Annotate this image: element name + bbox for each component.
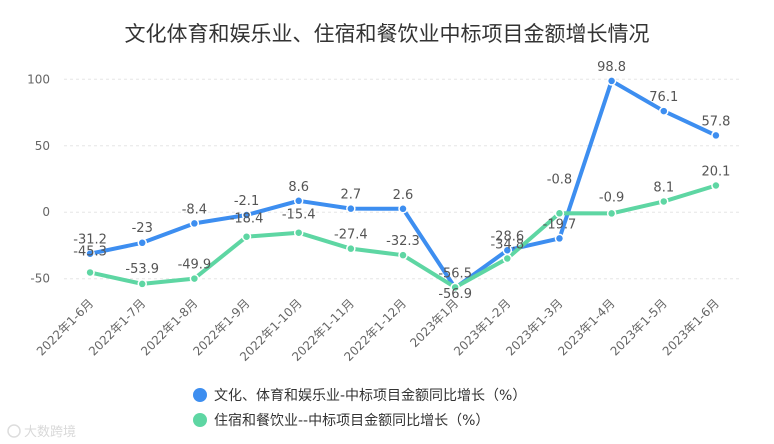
- data-point: [554, 233, 565, 244]
- data-label: -27.4: [334, 228, 368, 243]
- data-point: [606, 208, 617, 219]
- data-point: [85, 248, 95, 259]
- series-layer: -31.2 -23 -8.4 -2.1 8.6 2.7 2.6 -56.9 -28.6 -19.7…: [73, 60, 730, 302]
- data-point: [606, 76, 617, 86]
- y-tick-label: -50: [30, 272, 50, 286]
- data-point: [241, 210, 252, 220]
- data-label: -53.9: [125, 262, 159, 277]
- data-label: 8.6: [288, 180, 309, 195]
- data-point: [711, 130, 721, 141]
- data-label: -45.3: [73, 244, 107, 259]
- legend-marker: [193, 413, 207, 427]
- data-point: [189, 218, 200, 229]
- x-tick-label: 2023年1月: [407, 296, 461, 350]
- data-point: [502, 253, 513, 264]
- data-label: 76.1: [649, 90, 678, 105]
- data-label: -18.4: [230, 212, 264, 227]
- data-point: [398, 204, 408, 214]
- watermark-text: 大数跨境: [24, 425, 76, 440]
- data-point: [554, 208, 565, 219]
- data-label: -34.8: [490, 237, 524, 252]
- data-label: -8.4: [182, 202, 207, 217]
- data-label: -56.9: [438, 287, 472, 302]
- data-label: -15.4: [282, 208, 316, 223]
- data-label: -0.8: [547, 172, 572, 187]
- data-label: 20.1: [701, 165, 730, 180]
- data-point: [659, 106, 669, 116]
- y-axis: -50 0 50 100: [27, 72, 50, 285]
- data-point: [293, 227, 304, 238]
- data-label: -32.3: [386, 234, 420, 249]
- data-label: -19.7: [543, 217, 577, 232]
- data-point: [241, 231, 252, 242]
- y-tick-label: 0: [42, 205, 50, 219]
- data-point: [450, 282, 460, 293]
- data-label: 57.8: [701, 114, 730, 129]
- data-label: 98.8: [597, 60, 626, 75]
- x-axis: 2022年1-6月2022年1-7月2022年1-8月2022年1-9月2022…: [34, 296, 722, 364]
- watermark-logo-icon: [7, 424, 21, 438]
- data-label: -56.5: [438, 266, 472, 281]
- data-point: [398, 250, 408, 260]
- y-tick-label: 100: [27, 72, 50, 86]
- data-point: [137, 279, 147, 289]
- data-point: [85, 267, 95, 278]
- data-label: 8.1: [653, 180, 674, 195]
- data-label: 2.6: [393, 188, 414, 203]
- data-label: -2.1: [234, 194, 259, 209]
- legend: 文化、体育和娱乐业-中标项目金额同比增长（%） 住宿和餐饮业--中标项目金额同比增…: [193, 388, 526, 429]
- legend-label: 文化、体育和娱乐业-中标项目金额同比增长（%）: [214, 388, 526, 404]
- data-point: [189, 273, 200, 284]
- data-point: [346, 203, 356, 214]
- legend-marker: [193, 388, 207, 402]
- data-point: [137, 238, 147, 248]
- data-point: [659, 196, 669, 207]
- data-point: [346, 243, 356, 254]
- data-label: -28.6: [490, 229, 524, 244]
- data-point: [711, 180, 721, 191]
- data-point: [293, 196, 304, 206]
- data-label: -49.9: [178, 258, 212, 273]
- chart-title: 文化体育和娱乐业、住宿和餐饮业中标项目金额增长情况: [125, 22, 650, 46]
- legend-label: 住宿和餐饮业--中标项目金额同比增长（%）: [214, 412, 489, 429]
- y-tick-label: 50: [35, 139, 50, 153]
- data-label: 2.7: [341, 188, 362, 203]
- watermark: 大数跨境: [7, 424, 76, 440]
- data-label: -31.2: [73, 233, 107, 248]
- data-label: -23: [132, 221, 153, 236]
- data-label: -0.9: [599, 190, 624, 205]
